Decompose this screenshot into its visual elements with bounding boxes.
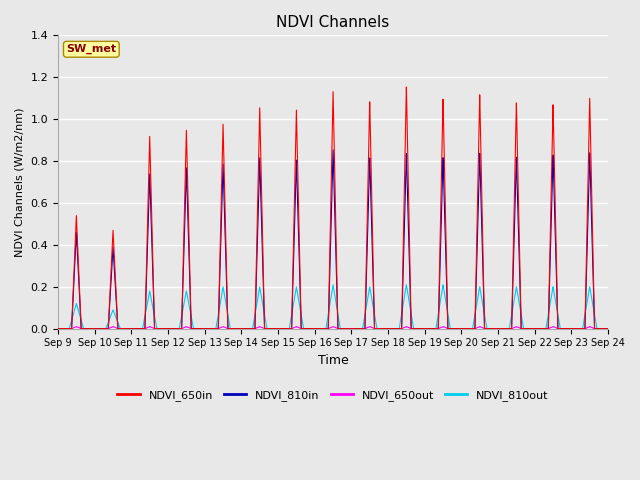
Title: NDVI Channels: NDVI Channels — [276, 15, 390, 30]
Y-axis label: NDVI Channels (W/m2/nm): NDVI Channels (W/m2/nm) — [15, 107, 25, 257]
X-axis label: Time: Time — [317, 354, 348, 367]
Legend: NDVI_650in, NDVI_810in, NDVI_650out, NDVI_810out: NDVI_650in, NDVI_810in, NDVI_650out, NDV… — [113, 385, 553, 405]
Text: SW_met: SW_met — [67, 44, 116, 54]
